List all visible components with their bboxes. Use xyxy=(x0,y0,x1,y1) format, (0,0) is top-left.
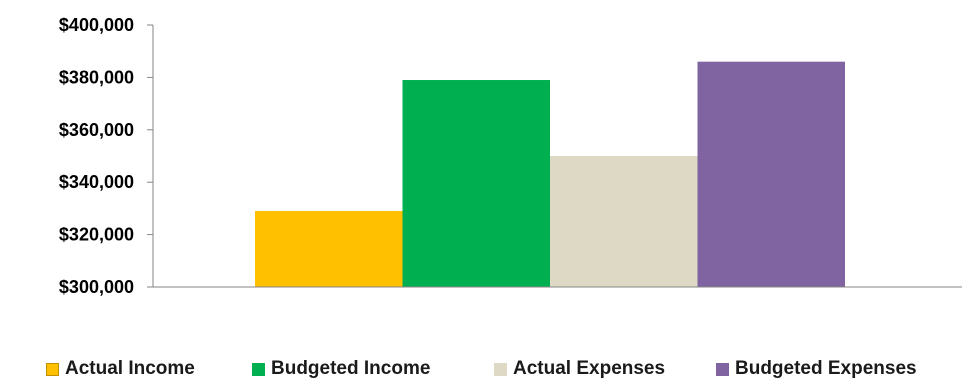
legend-label-actual-income: Actual Income xyxy=(65,358,195,379)
legend-swatch-actual-expenses xyxy=(494,362,507,376)
y-axis-tick-labels: $300,000 $320,000 $340,000 $360,000 $380,000… xyxy=(59,15,134,297)
bar-budgeted-expenses xyxy=(697,61,845,288)
legend: Actual Income Budgeted Income Actual Exp… xyxy=(0,355,966,383)
y-tick-label: $360,000 xyxy=(59,120,134,140)
bar-actual-income xyxy=(255,211,403,287)
legend-item-budgeted-income: Budgeted Income xyxy=(252,355,430,383)
legend-item-actual-expenses: Actual Expenses xyxy=(494,355,665,383)
y-axis-ticks xyxy=(147,24,153,288)
legend-label-budgeted-income: Budgeted Income xyxy=(271,358,431,379)
legend-item-actual-income: Actual Income xyxy=(46,355,195,383)
legend-item-budgeted-expenses: Budgeted Expenses xyxy=(716,355,917,383)
bar-chart: $300,000 $320,000 $340,000 $360,000 $380,000… xyxy=(59,15,962,297)
y-tick-label: $300,000 xyxy=(59,277,134,297)
legend-label-actual-expenses: Actual Expenses xyxy=(513,358,666,379)
legend-label-budgeted-expenses: Budgeted Expenses xyxy=(735,358,917,379)
y-tick-label: $400,000 xyxy=(59,15,134,35)
bar-budgeted-income xyxy=(402,80,550,288)
y-tick-label: $380,000 xyxy=(59,67,134,87)
y-tick-label: $320,000 xyxy=(59,225,134,245)
legend-swatch-budgeted-expenses xyxy=(716,362,729,376)
legend-swatch-actual-income xyxy=(46,362,59,376)
legend-swatch-budgeted-income xyxy=(252,362,265,376)
y-tick-label: $340,000 xyxy=(59,172,134,192)
bar-actual-expenses xyxy=(550,156,698,287)
bars xyxy=(255,61,845,288)
